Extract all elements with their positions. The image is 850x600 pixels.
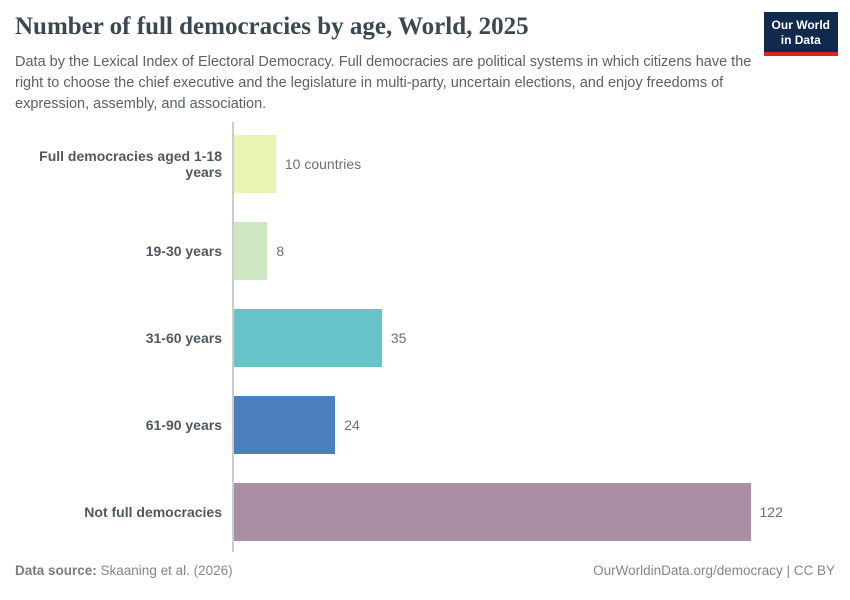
bar-row: 31-60 years 35 [0, 309, 850, 367]
bar-row: 19-30 years 8 [0, 222, 850, 280]
category-label: Not full democracies [84, 504, 222, 520]
credit-link[interactable]: OurWorldinData.org/democracy | CC BY [593, 563, 835, 578]
bar-chart: Full democracies aged 1-18 years 10 coun… [0, 122, 850, 552]
bar-aged-31-60[interactable] [233, 309, 382, 367]
bar-aged-61-90[interactable] [233, 396, 336, 454]
value-label: 10 countries [284, 156, 362, 172]
data-source: Data source: Skaaning et al. (2026) [15, 563, 233, 578]
bar-aged-1-18[interactable] [233, 135, 276, 193]
value-label: 8 [276, 243, 285, 259]
category-label: Full democracies aged 1-18 years [39, 148, 222, 180]
value-label: 122 [759, 504, 783, 520]
owid-logo[interactable]: Our World in Data [763, 12, 838, 57]
chart-subtitle: Data by the Lexical Index of Electoral D… [15, 54, 752, 113]
bar-row: Full democracies aged 1-18 years 10 coun… [0, 135, 850, 193]
bar-aged-19-30[interactable] [233, 222, 268, 280]
data-source-value: Skaaning et al. (2026) [96, 563, 233, 578]
category-label: 61-90 years [145, 417, 222, 433]
owid-logo-line2: in Data [780, 32, 821, 47]
bar-row: 61-90 years 24 [0, 396, 850, 454]
category-label: 19-30 years [145, 243, 222, 259]
bar-row: Not full democracies 122 [0, 483, 850, 541]
category-label: 31-60 years [145, 330, 222, 346]
page-title: Number of full democracies by age, World… [15, 13, 529, 40]
y-axis-line [232, 122, 234, 552]
value-label: 24 [344, 417, 360, 433]
owid-logo-line1: Our World [771, 18, 830, 32]
data-source-label: Data source: [15, 563, 97, 578]
value-label: 35 [390, 330, 407, 346]
bar-not-full-democracies[interactable] [233, 483, 751, 541]
